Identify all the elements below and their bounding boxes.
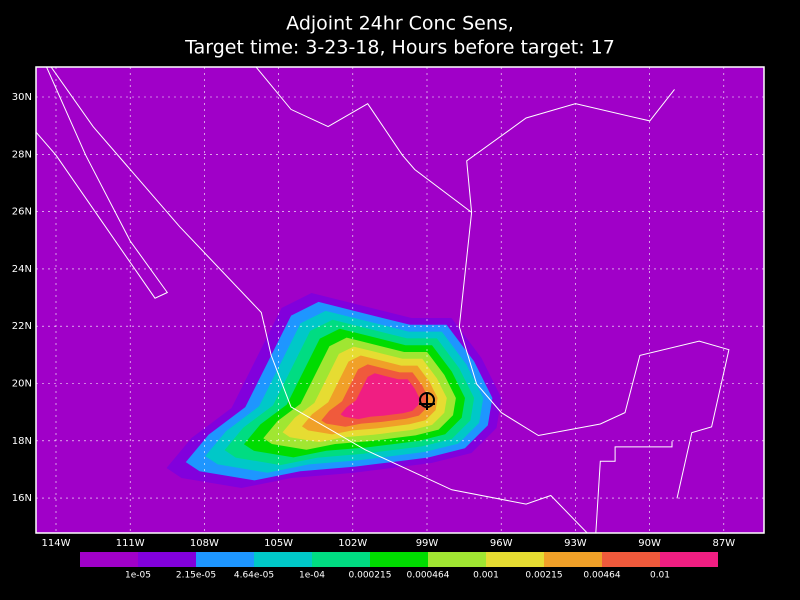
lat-label: 22N (12, 321, 32, 332)
colorbar-label: 0.01 (650, 571, 670, 581)
lon-label: 105W (264, 538, 293, 549)
coastline (458, 89, 730, 499)
lat-label: 30N (12, 92, 32, 103)
coastline (50, 67, 588, 533)
colorbar-box (660, 552, 718, 567)
colorbar-box (428, 552, 486, 567)
title-line: Target time: 3-23-18, Hours before targe… (184, 37, 615, 59)
lon-label: 108W (190, 538, 219, 549)
lon-label: 96W (490, 538, 513, 549)
colorbar-box (138, 552, 196, 567)
lat-label: 24N (12, 264, 32, 275)
colorbar-box (80, 552, 138, 567)
lon-label: 111W (116, 538, 145, 549)
colorbar-label: 0.001 (473, 571, 499, 581)
colorbar-label: 1e-04 (299, 571, 325, 581)
contours (166, 293, 502, 488)
lon-label: 102W (338, 538, 367, 549)
colorbar-box (312, 552, 370, 567)
colorbar-label: 0.00464 (583, 571, 620, 581)
coastline (36, 67, 169, 299)
coastlines (36, 67, 730, 533)
colorbar-box (486, 552, 544, 567)
lat-label: 28N (12, 149, 32, 160)
colorbar-box (602, 552, 660, 567)
colorbar-label: 0.00215 (525, 571, 562, 581)
lon-label: 114W (42, 538, 71, 549)
colorbar-box (196, 552, 254, 567)
graticule (36, 67, 764, 533)
lon-label: 93W (564, 538, 587, 549)
lon-label: 87W (712, 538, 735, 549)
lat-label: 18N (12, 436, 32, 447)
map-frame (35, 66, 765, 534)
colorbar-label: 0.000464 (407, 571, 450, 581)
lat-label: 20N (12, 379, 32, 390)
colorbar-label: 4.64e-05 (234, 571, 274, 581)
lat-label: 16N (12, 493, 32, 504)
title-line: Adjoint 24hr Conc Sens, (286, 13, 514, 35)
lon-label: 90W (638, 538, 661, 549)
colorbar-box (370, 552, 428, 567)
colorbar-box (544, 552, 602, 567)
coastline (255, 67, 472, 213)
colorbar-label: 2.15e-05 (176, 571, 216, 581)
colorbar-box (254, 552, 312, 567)
colorbar-label: 0.000215 (349, 571, 392, 581)
coastline (595, 441, 673, 533)
lon-label: 99W (416, 538, 439, 549)
contour-level (340, 373, 420, 420)
lat-label: 26N (12, 207, 32, 218)
colorbar-label: 1e-05 (125, 571, 151, 581)
target-marker (419, 392, 435, 410)
